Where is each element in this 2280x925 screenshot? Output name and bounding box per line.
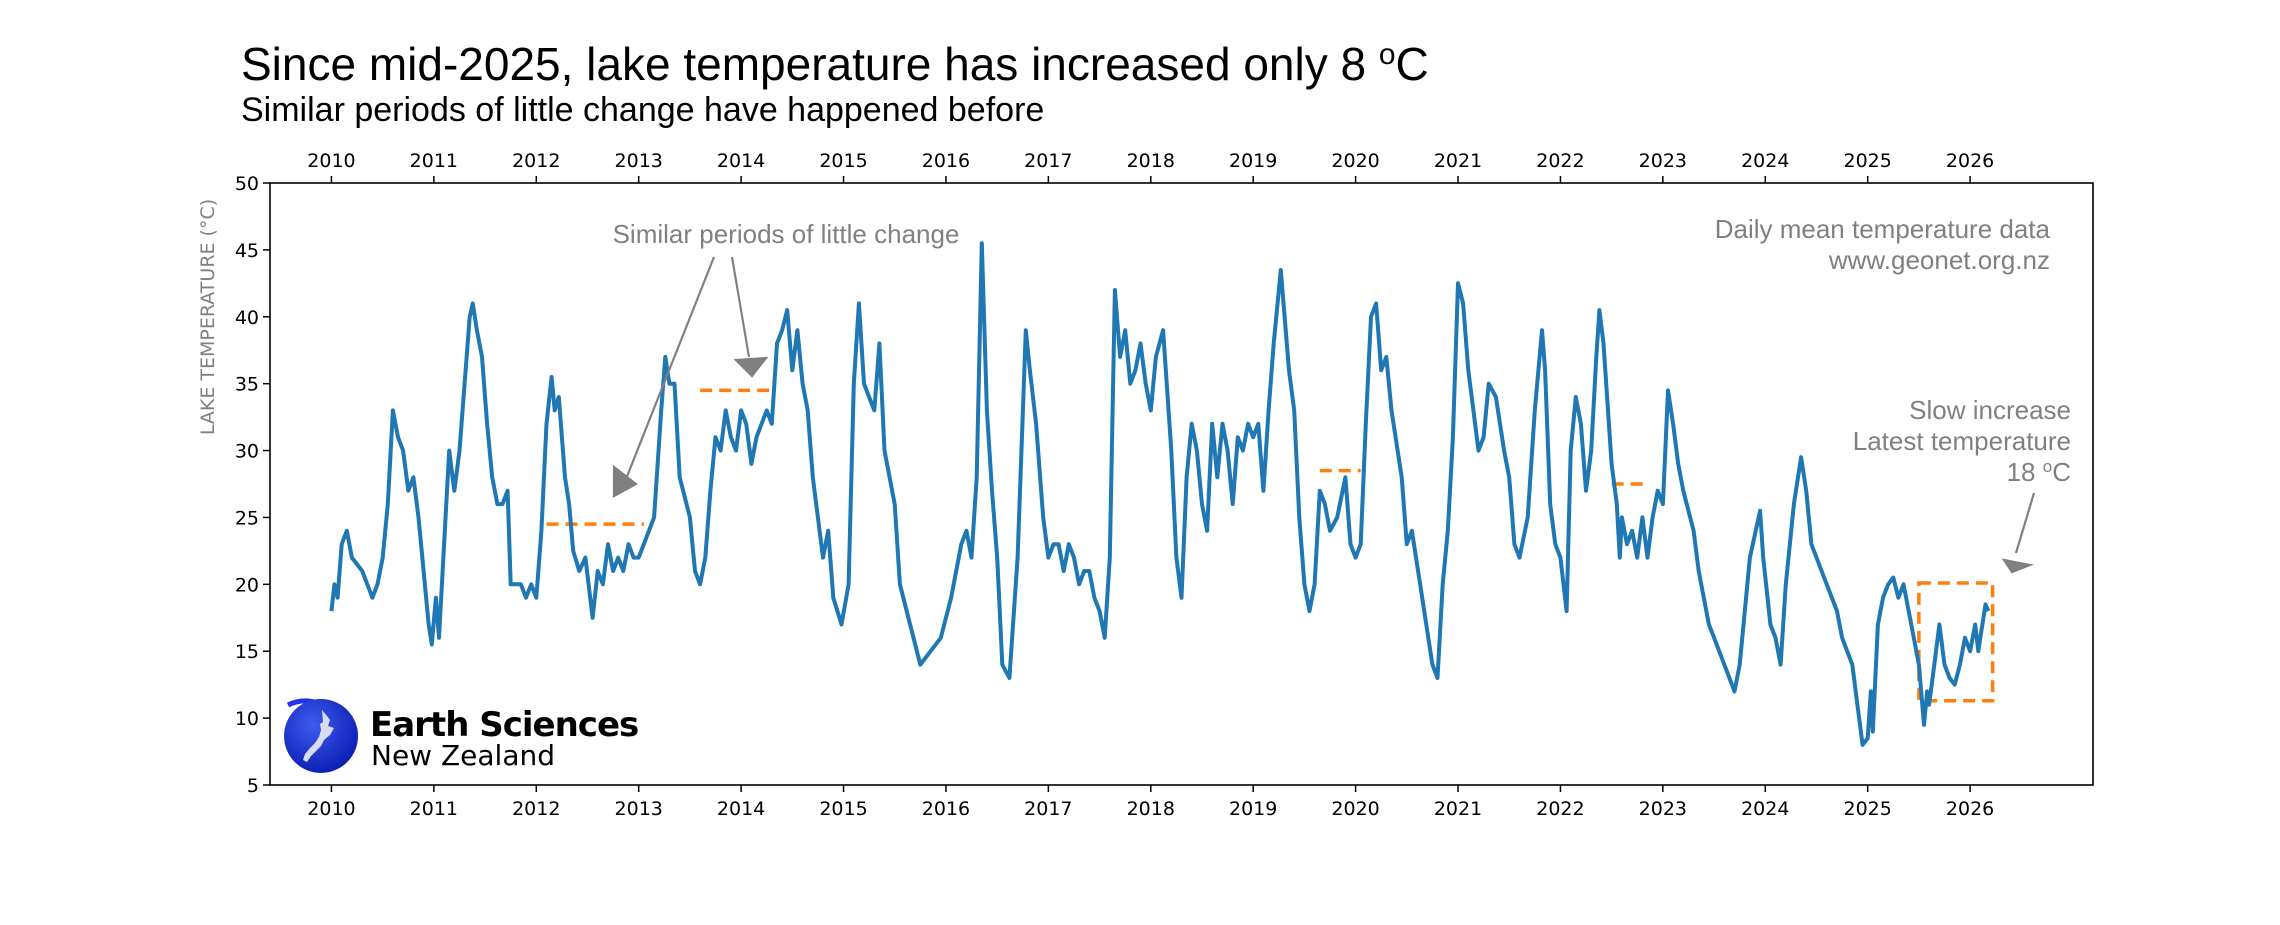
annotation-arrows [612, 256, 2036, 574]
highlight-dashed-box [1917, 581, 1995, 703]
earth-sciences-nz-logo: Earth Sciences New Zealand [284, 698, 639, 773]
x-tick-label-top: 2024 [1741, 150, 1789, 172]
y-tick-label: 45 [235, 240, 259, 262]
x-tick-label-bottom: 2018 [1127, 798, 1175, 820]
arrow-line-1 [624, 256, 716, 480]
y-tick-label: 15 [235, 641, 259, 663]
x-tick-label-bottom: 2017 [1024, 798, 1072, 820]
plot-frame [269, 182, 2094, 786]
x-tick-label-top: 2019 [1229, 150, 1277, 172]
arrow-head-2 [733, 356, 769, 378]
arrow-head-3 [2001, 558, 2034, 574]
slow-increase-line-2: Latest temperature [1853, 426, 2071, 456]
y-tick-label: 40 [235, 307, 259, 329]
x-tick-label-bottom: 2012 [512, 798, 560, 820]
nz-map-icon [303, 710, 334, 762]
x-tick-label-bottom: 2015 [819, 798, 867, 820]
series-line-temperature [329, 241, 1991, 747]
x-tick-label-top: 2016 [922, 150, 970, 172]
x-tick-label-top: 2020 [1331, 150, 1379, 172]
x-tick-label-bottom: 2024 [1741, 798, 1789, 820]
x-tick-label-bottom: 2026 [1946, 798, 1994, 820]
x-tick-label-bottom: 2010 [307, 798, 355, 820]
source-line-1: Daily mean temperature data [1715, 214, 2051, 244]
arrow-head-1 [612, 464, 639, 498]
x-tick-label-top: 2021 [1434, 150, 1482, 172]
highlight-markers [546, 388, 1995, 703]
y-tick-label: 35 [235, 374, 259, 396]
x-tick-label-top: 2012 [512, 150, 560, 172]
logo-line-2: New Zealand [371, 739, 555, 772]
x-tick-label-top: 2026 [1946, 150, 1994, 172]
x-tick-label-top: 2018 [1127, 150, 1175, 172]
slow-increase-line-1: Slow increase [1909, 395, 2071, 425]
x-tick-label-bottom: 2021 [1434, 798, 1482, 820]
chart-subtitle: Similar periods of little change have ha… [241, 91, 1044, 129]
x-tick-label-bottom: 2020 [1331, 798, 1379, 820]
arrow-line-3 [2014, 492, 2036, 554]
x-tick-label-bottom: 2013 [615, 798, 663, 820]
x-tick-label-top: 2015 [819, 150, 867, 172]
latest-temperature-value: 18 oC [2007, 457, 2071, 487]
x-tick-label-top: 2022 [1536, 150, 1584, 172]
y-tick-label: 10 [235, 708, 259, 730]
x-tick-label-top: 2011 [410, 150, 458, 172]
y-axis-label: LAKE TEMPERATURE (°C) [197, 199, 219, 435]
y-tick-label: 50 [235, 173, 259, 195]
x-tick-label-top: 2010 [307, 150, 355, 172]
source-line-2: www.geonet.org.nz [1828, 245, 2050, 275]
y-axis: 5 10 15 20 25 30 35 40 45 50 [235, 173, 270, 797]
x-tick-label-top: 2023 [1639, 150, 1687, 172]
x-tick-label-bottom: 2019 [1229, 798, 1277, 820]
x-tick-label-top: 2025 [1844, 150, 1892, 172]
x-tick-label-bottom: 2011 [410, 798, 458, 820]
chart-title: Since mid-2025, lake temperature has inc… [241, 38, 1429, 90]
y-tick-label: 25 [235, 507, 259, 529]
x-axis: 2010 2010 2011 2011 2012 2012 2013 2013 2014 2014… [307, 150, 1994, 820]
x-tick-label-bottom: 2016 [922, 798, 970, 820]
x-tick-label-top: 2014 [717, 150, 765, 172]
y-tick-label: 30 [235, 441, 259, 463]
x-tick-label-bottom: 2023 [1639, 798, 1687, 820]
x-tick-label-bottom: 2022 [1536, 798, 1584, 820]
annotation-similar-periods: Similar periods of little change [613, 219, 960, 249]
logo-line-1: Earth Sciences [370, 705, 638, 745]
x-tick-label-bottom: 2014 [717, 798, 765, 820]
x-tick-label-bottom: 2025 [1844, 798, 1892, 820]
y-tick-label: 20 [235, 574, 259, 596]
arrow-line-2 [730, 256, 751, 358]
x-tick-label-top: 2013 [615, 150, 663, 172]
y-tick-label: 5 [247, 775, 259, 797]
x-tick-label-top: 2017 [1024, 150, 1072, 172]
